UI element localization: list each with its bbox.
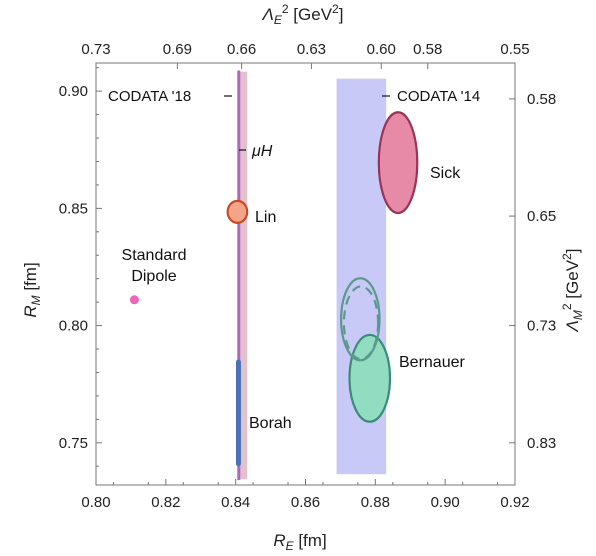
- right-tick-label: 0.65: [527, 208, 556, 225]
- y-axis-title: RM [fm]: [21, 262, 43, 317]
- x-tick-label: 0.92: [500, 494, 529, 511]
- top-tick-label: 0.58: [413, 41, 442, 58]
- annotations: CODATA '18 CODATA '14 μH Sick Lin Bernau…: [108, 88, 480, 432]
- x-tick-label: 0.80: [81, 494, 110, 511]
- standard-dipole-label-line1: Standard: [122, 247, 187, 264]
- ticks-layer: 0.80 0.82 0.84 0.86 0.88 0.90 0.92 0.75 0.80 0.85…: [59, 41, 556, 511]
- lin-label: Lin: [255, 209, 276, 226]
- ellipse-lin: [226, 199, 249, 224]
- standard-dipole-label-line2: Dipole: [131, 268, 176, 285]
- ellipse-bernauer-dashed: [342, 285, 380, 361]
- top-tick-label: 0.73: [81, 41, 110, 58]
- top-axis-title: ΛE2 [GeV2]: [262, 2, 344, 27]
- codata18-band: [237, 71, 248, 480]
- codata18-label: CODATA '18: [108, 88, 191, 105]
- x-axis-title: RE [fm]: [273, 531, 326, 553]
- sick-label: Sick: [430, 165, 461, 182]
- ellipse-bernauer: [348, 333, 392, 423]
- borah-layer: [235, 359, 241, 467]
- x-tick-label: 0.84: [221, 494, 250, 511]
- borah-bar: [235, 359, 241, 467]
- x-tick-label: 0.88: [361, 494, 390, 511]
- top-tick-label: 0.60: [367, 41, 396, 58]
- right-tick-label: 0.73: [527, 318, 556, 335]
- ellipse-sick: [377, 111, 419, 215]
- ellipse-bernauer-open: [340, 277, 381, 362]
- top-tick-label: 0.63: [297, 41, 326, 58]
- right-axis-title: ΛM2 [GeV2]: [560, 249, 585, 333]
- points-layer: [129, 295, 139, 305]
- x-tick-label: 0.82: [151, 494, 180, 511]
- borah-label: Borah: [249, 415, 292, 432]
- top-tick-label: 0.66: [227, 41, 256, 58]
- x-tick-label: 0.86: [291, 494, 320, 511]
- bernauer-label: Bernauer: [399, 354, 465, 371]
- codata14-label: CODATA '14: [397, 88, 480, 105]
- point-standard-dipole: [129, 295, 139, 305]
- ellipses-layer: [226, 111, 419, 423]
- top-tick-label: 0.69: [163, 41, 192, 58]
- right-tick-label: 0.83: [527, 435, 556, 452]
- y-tick-label: 0.75: [59, 435, 88, 452]
- top-tick-label: 0.55: [500, 41, 529, 58]
- right-tick-label: 0.58: [527, 91, 556, 108]
- y-tick-label: 0.85: [59, 200, 88, 217]
- muh-label: μH: [251, 143, 273, 160]
- y-tick-label: 0.90: [59, 83, 88, 100]
- y-tick-label: 0.80: [59, 318, 88, 335]
- x-tick-label: 0.90: [431, 494, 460, 511]
